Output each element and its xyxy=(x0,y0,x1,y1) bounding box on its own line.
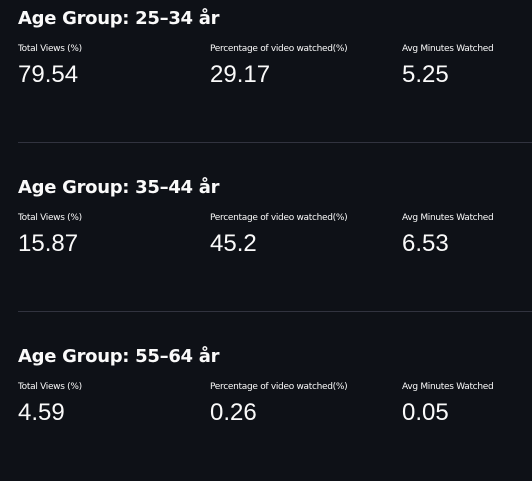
metrics-row: Total Views (%) 79.54 Percentage of vide… xyxy=(18,44,532,104)
section-heading: Age Group: 25–34 år xyxy=(18,8,220,29)
metric-avg-minutes: Avg Minutes Watched 0.05 xyxy=(402,382,494,427)
age-group-section-35-44: Age Group: 35–44 år Total Views (%) 15.8… xyxy=(18,177,532,273)
section-heading: Age Group: 55–64 år xyxy=(18,346,220,367)
metric-label: Percentage of video watched(%) xyxy=(210,44,348,54)
age-group-section-25-34: Age Group: 25–34 år Total Views (%) 79.5… xyxy=(18,8,532,104)
metric-value: 15.87 xyxy=(18,230,79,257)
age-group-section-55-64: Age Group: 55–64 år Total Views (%) 4.59… xyxy=(18,346,532,442)
metric-label: Percentage of video watched(%) xyxy=(210,382,348,392)
metric-value: 79.54 xyxy=(18,61,79,88)
section-divider xyxy=(18,142,532,143)
metric-avg-minutes: Avg Minutes Watched 6.53 xyxy=(402,213,494,258)
metric-value: 0.26 xyxy=(210,399,257,426)
metric-percentage-watched: Percentage of video watched(%) 0.26 xyxy=(210,382,348,427)
metric-total-views: Total Views (%) 15.87 xyxy=(18,213,82,258)
metric-label: Avg Minutes Watched xyxy=(402,382,494,392)
metric-label: Percentage of video watched(%) xyxy=(210,213,348,223)
metric-value: 5.25 xyxy=(402,61,449,88)
section-heading: Age Group: 35–44 år xyxy=(18,177,220,198)
metric-label: Avg Minutes Watched xyxy=(402,213,494,223)
metric-label: Total Views (%) xyxy=(18,44,82,54)
metric-total-views: Total Views (%) 79.54 xyxy=(18,44,82,89)
metric-value: 29.17 xyxy=(210,61,271,88)
section-divider xyxy=(18,311,532,312)
metric-percentage-watched: Percentage of video watched(%) 29.17 xyxy=(210,44,348,89)
metric-total-views: Total Views (%) 4.59 xyxy=(18,382,82,427)
metric-label: Avg Minutes Watched xyxy=(402,44,494,54)
metrics-row: Total Views (%) 4.59 Percentage of video… xyxy=(18,382,532,442)
metric-avg-minutes: Avg Minutes Watched 5.25 xyxy=(402,44,494,89)
metric-percentage-watched: Percentage of video watched(%) 45.2 xyxy=(210,213,348,258)
metrics-row: Total Views (%) 15.87 Percentage of vide… xyxy=(18,213,532,273)
metric-value: 6.53 xyxy=(402,230,449,257)
metric-value: 4.59 xyxy=(18,399,65,426)
metric-value: 0.05 xyxy=(402,399,449,426)
metric-value: 45.2 xyxy=(210,230,257,257)
metric-label: Total Views (%) xyxy=(18,213,82,223)
metric-label: Total Views (%) xyxy=(18,382,82,392)
